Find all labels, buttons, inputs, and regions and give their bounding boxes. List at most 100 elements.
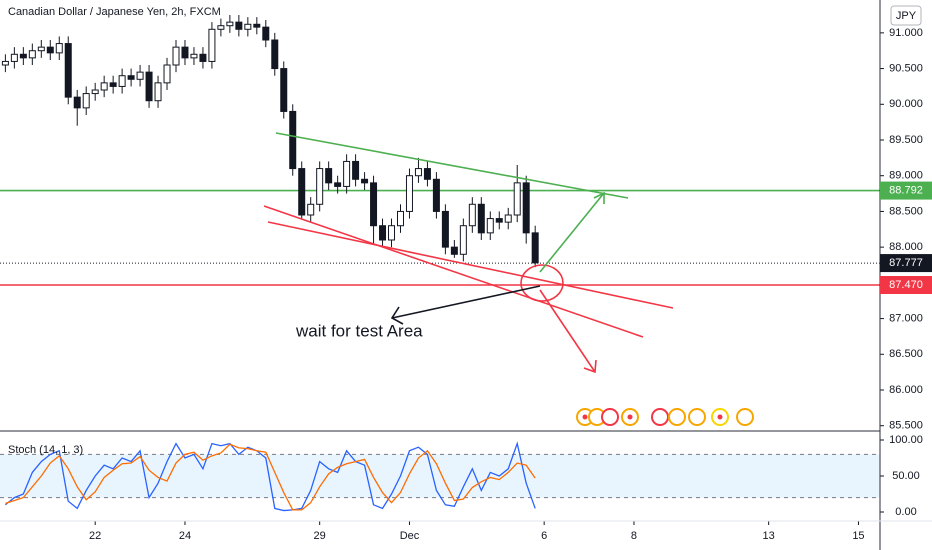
indicator-title: Stoch (14, 1, 3)	[8, 444, 83, 456]
candle-body	[414, 168, 422, 177]
candle-body	[64, 43, 72, 98]
price-label-box	[880, 276, 932, 294]
y-tick-label: 90.000	[889, 98, 923, 110]
candle-body	[379, 225, 387, 241]
candle-body	[504, 214, 512, 223]
trend-line	[275, 132, 629, 199]
candle-body	[388, 225, 396, 241]
candle-body	[1, 60, 9, 66]
candle-body	[55, 43, 63, 54]
candle-body	[459, 225, 467, 255]
candle-body	[37, 46, 45, 52]
candle-body	[513, 182, 521, 216]
candle-body	[423, 168, 431, 180]
candle-body	[136, 71, 144, 80]
y-tick-label: 85.500	[889, 420, 923, 432]
candle-body	[432, 178, 440, 212]
x-tick-label: 24	[179, 530, 191, 542]
annotation: wait for test Area	[295, 321, 423, 340]
y-tick-label: 0.00	[895, 506, 916, 518]
candle-body	[522, 182, 530, 234]
candle-body	[10, 53, 18, 62]
x-tick-label: 15	[852, 530, 864, 542]
arrow	[539, 289, 596, 373]
event-icon	[651, 408, 669, 426]
candle-body	[441, 210, 449, 248]
drawings	[263, 132, 674, 374]
y-tick-label: 50.00	[892, 470, 920, 482]
currency-box[interactable]	[890, 5, 922, 26]
candle-body	[450, 246, 458, 255]
x-tick-label: Dec	[400, 530, 420, 542]
stoch-line	[4, 441, 536, 512]
candle-body	[235, 21, 243, 30]
candle-body	[172, 46, 180, 66]
trend-line	[263, 205, 644, 338]
price-label-box	[880, 181, 932, 200]
candle-body	[82, 93, 90, 109]
candle-body	[208, 28, 216, 62]
candle-body	[343, 160, 351, 187]
candle-body	[262, 26, 270, 41]
candle-body	[226, 21, 234, 27]
candle-body	[370, 182, 378, 227]
y-tick-label: 91.000	[889, 27, 923, 39]
grid-layer	[0, 32, 884, 525]
trend-line	[267, 221, 674, 309]
candle-body	[217, 25, 225, 30]
arrow-head	[583, 359, 597, 374]
price-label-box	[880, 254, 932, 273]
arrow-head	[390, 306, 404, 325]
x-tick-label: 8	[631, 530, 637, 542]
chart-title: Canadian Dollar / Japanese Yen, 2h, FXCM	[8, 6, 221, 18]
x-tick-label: 6	[541, 530, 547, 542]
x-tick-label: 29	[314, 530, 326, 542]
candle-body	[109, 82, 117, 87]
candle-body	[325, 168, 333, 184]
candle-body	[163, 64, 171, 84]
candle-body	[91, 89, 99, 95]
event-dot	[717, 414, 723, 420]
stoch-line	[5, 443, 536, 511]
y-tick-label: 86.000	[889, 384, 923, 396]
candle-body	[100, 82, 108, 91]
candle-body	[46, 46, 54, 54]
candle-body	[495, 218, 503, 223]
y-tick-label: 86.500	[889, 348, 923, 360]
currency[interactable]: JPY	[896, 10, 917, 22]
candle-body	[199, 53, 207, 62]
event-icon	[736, 408, 754, 426]
price-label: 88.792	[889, 184, 923, 196]
candle-body	[271, 39, 279, 70]
y-tick-label: 100.00	[889, 434, 923, 446]
candle-body	[190, 53, 198, 59]
candle-body	[361, 178, 369, 184]
y-tick-label: 88.500	[889, 205, 923, 217]
candle-body	[73, 96, 81, 109]
stoch-band	[0, 454, 880, 498]
candle-body	[280, 68, 288, 112]
arrow	[391, 285, 541, 319]
y-tick-label: 89.000	[889, 170, 923, 182]
price-label: 87.470	[889, 279, 923, 291]
candle-body	[531, 232, 539, 264]
candle-body	[298, 168, 306, 216]
y-tick-label: 89.500	[889, 134, 923, 146]
candle-body	[477, 203, 485, 234]
candle-body	[154, 82, 162, 102]
mark-layer	[1, 15, 539, 512]
event-icon	[668, 408, 686, 426]
candle-body	[334, 182, 342, 187]
candle-body	[127, 75, 135, 80]
x-tick-label: 13	[763, 530, 775, 542]
x-tick-label: 22	[89, 530, 101, 542]
arrow	[539, 192, 605, 273]
price-label: 87.777	[889, 257, 923, 269]
candle-body	[289, 110, 297, 170]
event-dot	[627, 414, 633, 420]
candle-body	[468, 203, 476, 227]
event-icon	[601, 408, 619, 426]
candle-body	[28, 50, 36, 59]
